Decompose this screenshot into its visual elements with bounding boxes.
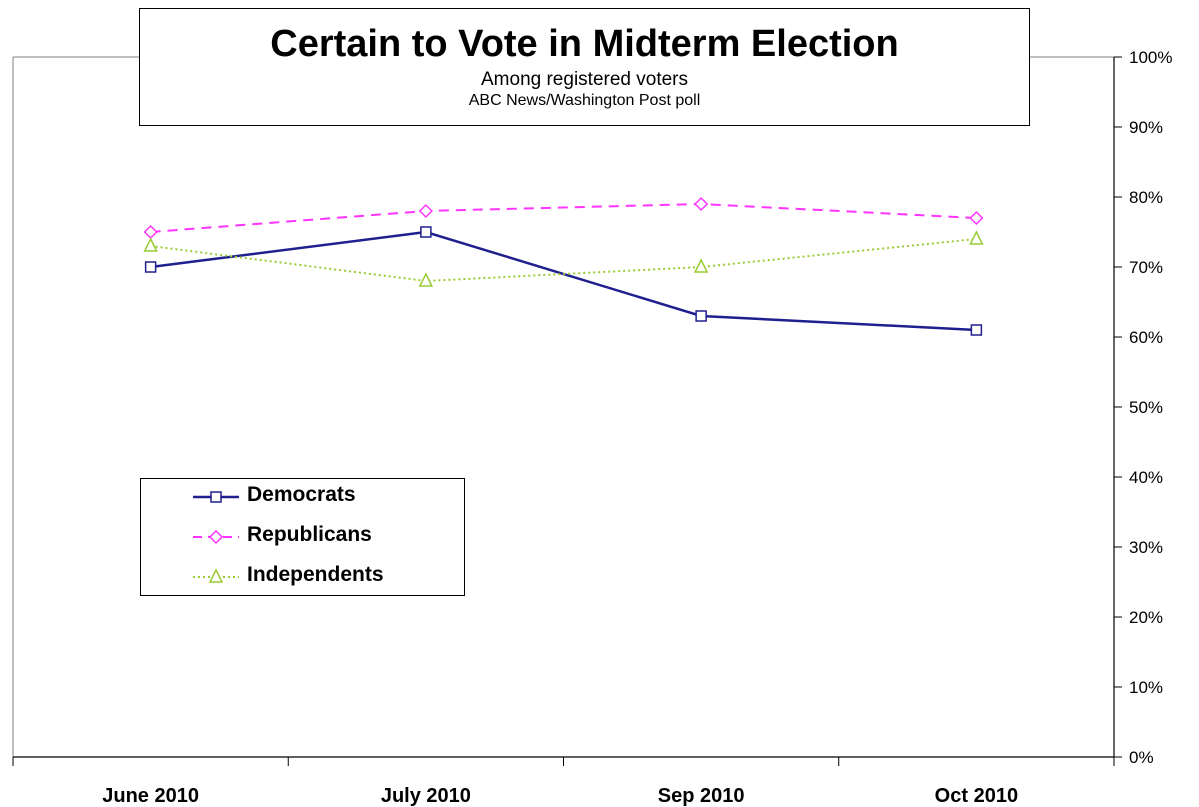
legend-item-democrats: Democrats	[141, 479, 464, 515]
series-layer	[143, 196, 984, 336]
x-tick-label: June 2010	[102, 785, 199, 807]
x-tick-label: July 2010	[381, 785, 471, 807]
y-tick-label: 70%	[1129, 258, 1163, 277]
legend-label-democrats: Democrats	[247, 483, 356, 506]
data-point-republicans	[969, 210, 984, 226]
x-tick-label: Sep 2010	[658, 785, 745, 807]
y-tick-label: 30%	[1129, 538, 1163, 557]
data-point-republicans	[418, 203, 433, 219]
legend-swatch-independents	[193, 568, 239, 583]
data-point-independents	[693, 258, 709, 273]
chart-title: Certain to Vote in Midterm Election	[270, 23, 899, 65]
series-line-independents	[150, 238, 977, 283]
data-point-independents	[143, 237, 158, 252]
series-line-democrats	[150, 230, 977, 332]
legend-item-republicans: Republicans	[141, 519, 464, 555]
y-tick-label: 20%	[1129, 608, 1163, 627]
legend-label-independents: Independents	[247, 563, 384, 586]
data-point-independents	[418, 272, 434, 287]
y-tick-label: 80%	[1129, 188, 1163, 207]
y-tick-label: 100%	[1129, 48, 1172, 67]
data-point-democrats	[970, 324, 983, 336]
legend-item-independents: Independents	[141, 559, 464, 595]
chart-source: ABC News/Washington Post poll	[468, 92, 701, 109]
legend-label-republicans: Republicans	[247, 523, 372, 546]
y-tick-label: 40%	[1129, 468, 1163, 487]
chart-subtitle: Among registered voters	[481, 69, 688, 90]
data-point-democrats	[695, 310, 707, 322]
series-line-republicans	[150, 202, 977, 233]
y-tick-label: 60%	[1129, 328, 1163, 347]
axes: 100% 90% 80% 70% 60% 50% 40% 30% 20% 10% 0% June 20…	[12, 48, 1172, 807]
x-tick-label: Oct 2010	[935, 785, 1018, 807]
y-tick-label: 90%	[1129, 118, 1163, 137]
legend: Democrats Republicans Independents	[140, 478, 465, 596]
data-point-democrats	[144, 261, 157, 273]
y-tick-label: 50%	[1129, 398, 1163, 417]
data-point-republicans	[143, 224, 158, 240]
title-box: Certain to Vote in Midterm Election Amon…	[139, 8, 1030, 126]
legend-swatch-republicans	[193, 529, 239, 545]
y-tick-label: 10%	[1129, 678, 1163, 697]
legend-swatch-democrats	[193, 491, 239, 503]
data-point-republicans	[694, 196, 709, 212]
data-point-democrats	[420, 226, 432, 238]
y-tick-label: 0%	[1129, 748, 1154, 767]
data-point-independents	[969, 230, 984, 245]
